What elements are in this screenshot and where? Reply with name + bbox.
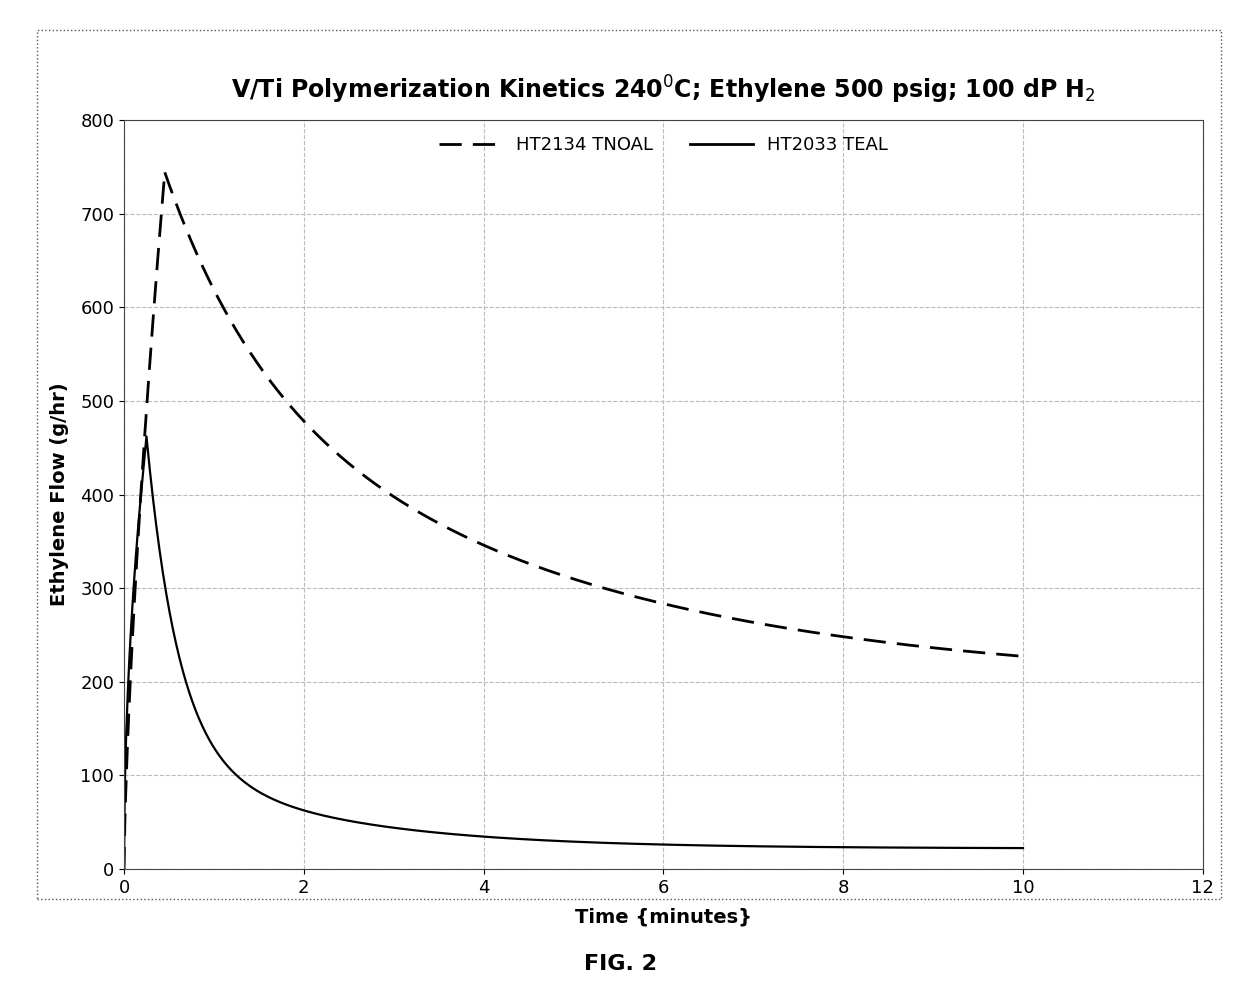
HT2033 TEAL xyxy=(417,825,432,837)
Line: HT2134 TNOAL: HT2134 TNOAL xyxy=(124,172,1023,869)
HT2033 TEAL xyxy=(963,842,978,854)
Legend: HT2134 TNOAL, HT2033 TEAL: HT2134 TNOAL, HT2033 TEAL xyxy=(432,129,895,162)
HT2134 TNOAL xyxy=(1011,650,1025,662)
HT2134 TNOAL xyxy=(157,166,172,178)
HT2033 TEAL xyxy=(1016,842,1030,854)
Line: HT2033 TEAL: HT2033 TEAL xyxy=(124,437,1023,869)
HT2134 TNOAL xyxy=(1016,650,1030,662)
Text: FIG. 2: FIG. 2 xyxy=(584,954,656,974)
HT2033 TEAL xyxy=(117,863,131,875)
X-axis label: Time {minutes}: Time {minutes} xyxy=(575,908,751,927)
HT2134 TNOAL xyxy=(649,595,663,607)
HT2033 TEAL xyxy=(227,767,242,779)
HT2134 TNOAL xyxy=(676,602,691,614)
HT2134 TNOAL xyxy=(205,280,219,292)
HT2033 TEAL xyxy=(993,842,1008,854)
Title: V/Ti Polymerization Kinetics 240$^{0}$C; Ethylene 500 psig; 100 dP H$_2$: V/Ti Polymerization Kinetics 240$^{0}$C;… xyxy=(231,74,1096,107)
HT2134 TNOAL xyxy=(117,863,131,875)
HT2033 TEAL xyxy=(371,819,386,831)
Y-axis label: Ethylene Flow (g/hr): Ethylene Flow (g/hr) xyxy=(50,383,69,606)
HT2033 TEAL xyxy=(880,841,895,853)
HT2033 TEAL xyxy=(139,431,154,443)
HT2134 TNOAL xyxy=(599,582,614,594)
HT2134 TNOAL xyxy=(822,628,837,640)
